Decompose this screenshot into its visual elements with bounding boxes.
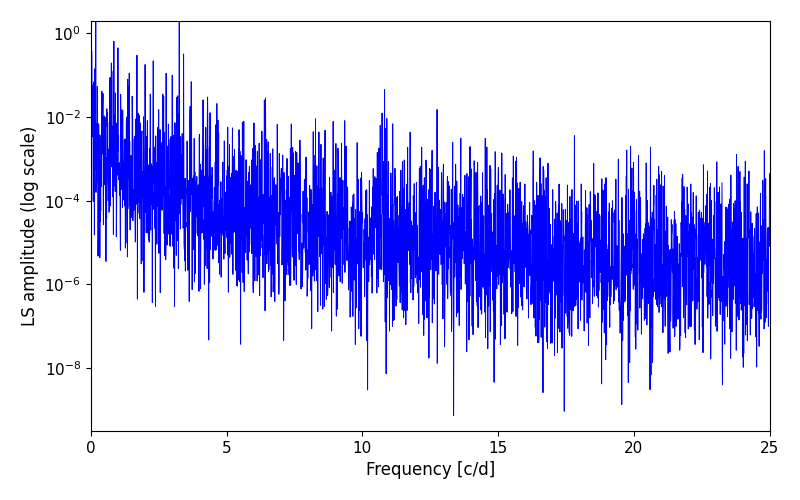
X-axis label: Frequency [c/d]: Frequency [c/d] (366, 461, 494, 479)
Y-axis label: LS amplitude (log scale): LS amplitude (log scale) (21, 126, 39, 326)
